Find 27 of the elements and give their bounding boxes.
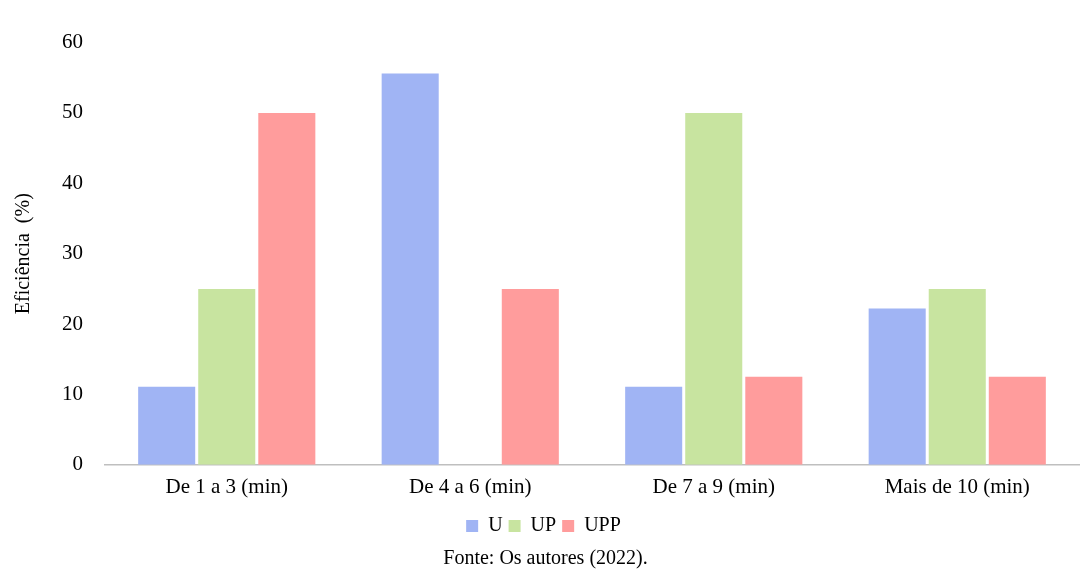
y-tick-label: 10 bbox=[62, 380, 83, 405]
bar bbox=[198, 288, 256, 465]
x-tick-label: Mais de 10 (min) bbox=[884, 473, 1030, 498]
bar bbox=[928, 288, 986, 465]
bar bbox=[745, 376, 803, 465]
y-tick-label: 50 bbox=[62, 99, 83, 124]
legend-label: UPP bbox=[584, 513, 621, 536]
bar bbox=[501, 288, 559, 465]
x-tick-label: De 4 a 6 (min) bbox=[409, 473, 532, 498]
y-tick-label: 60 bbox=[62, 29, 83, 54]
bar bbox=[625, 386, 683, 465]
bar bbox=[381, 73, 439, 465]
y-tick-label: 20 bbox=[62, 310, 83, 335]
y-tick-label: 40 bbox=[62, 169, 83, 194]
y-tick-label: 30 bbox=[62, 240, 83, 265]
bar bbox=[138, 386, 196, 465]
bar bbox=[685, 112, 743, 465]
bar bbox=[868, 308, 926, 465]
legend-label: UP bbox=[530, 513, 557, 536]
bar bbox=[988, 376, 1046, 465]
y-tick-label: 0 bbox=[72, 451, 83, 476]
x-tick-label: De 7 a 9 (min) bbox=[652, 473, 775, 498]
x-tick-label: De 1 a 3 (min) bbox=[165, 473, 288, 498]
source-note: Fonte: Os autores (2022). bbox=[442, 546, 649, 569]
y-axis-title: Eficiência (%) bbox=[11, 193, 35, 315]
legend-label: U bbox=[488, 513, 504, 536]
bar bbox=[258, 112, 316, 465]
